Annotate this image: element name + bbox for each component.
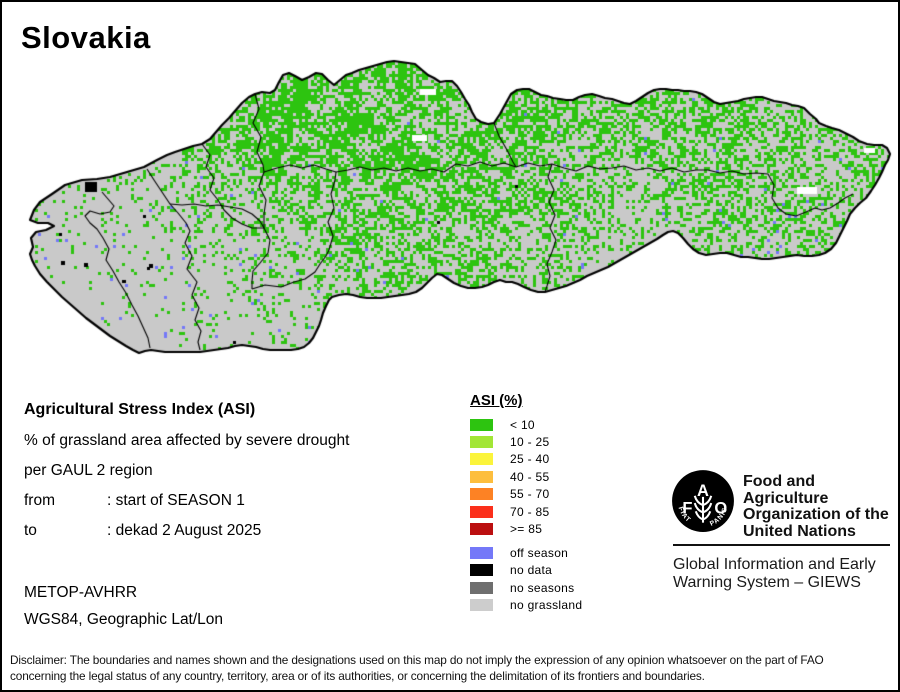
legend-item: 25 - 40 — [470, 451, 650, 468]
asi-legend: ASI (%) < 10 10 - 25 25 - 40 40 - 55 55 - 70… — [470, 392, 650, 614]
legend-item: no grassland — [470, 597, 650, 615]
legend-swatch — [470, 546, 493, 559]
legend-swatch — [470, 564, 493, 577]
legend-label: 25 - 40 — [510, 452, 550, 467]
legend-item: no seasons — [470, 579, 650, 597]
fao-org-name: Food and Agriculture Organization of the… — [743, 473, 898, 540]
legend-swatch — [470, 488, 493, 501]
legend-item: 10 - 25 — [470, 433, 650, 450]
projection-label: WGS84, Geographic Lat/Lon — [24, 611, 224, 628]
legend-swatch — [470, 470, 493, 483]
legend-label: 10 - 25 — [510, 435, 550, 450]
legend-label: 70 - 85 — [510, 504, 550, 519]
from-label: from — [24, 492, 55, 509]
fao-org-line-1: Food and Agriculture — [743, 473, 829, 507]
legend-label: off season — [510, 545, 569, 560]
legend-extra-items: off season no data no seasons no grassland — [470, 544, 650, 614]
legend-swatch — [470, 436, 493, 449]
legend-item: 70 - 85 — [470, 503, 650, 520]
asi-heading: Agricultural Stress Index (ASI) — [24, 401, 256, 418]
period-from: from : start of SEASON 1 — [24, 492, 245, 510]
fao-org-line-3: United Nations — [743, 522, 856, 540]
asi-region-line: per GAUL 2 region — [24, 462, 153, 479]
legend-label: no seasons — [510, 580, 575, 595]
legend-label: no grassland — [510, 598, 583, 613]
legend-swatch — [470, 505, 493, 518]
legend-item: 40 - 55 — [470, 468, 650, 485]
to-value: : dekad 2 August 2025 — [107, 522, 262, 539]
period-to: to : dekad 2 August 2025 — [24, 522, 261, 540]
legend-swatch — [470, 523, 493, 536]
legend-item: >= 85 — [470, 520, 650, 537]
legend-swatch — [470, 453, 493, 466]
legend-swatch — [470, 418, 493, 431]
legend-swatch — [470, 581, 493, 594]
legend-label: no data — [510, 563, 553, 578]
from-value: : start of SEASON 1 — [107, 492, 245, 509]
to-label: to — [24, 522, 37, 539]
legend-label: >= 85 — [510, 522, 543, 537]
fao-divider — [673, 544, 890, 546]
fao-logo-letter-a: A — [697, 482, 709, 500]
giews-label: Global Information and Early Warning Sys… — [673, 556, 876, 591]
legend-label: 40 - 55 — [510, 469, 550, 484]
giews-line-2: Warning System – GIEWS — [673, 573, 861, 591]
legend-item: no data — [470, 561, 650, 579]
legend-swatch — [470, 599, 493, 612]
legend-main-items: < 10 10 - 25 25 - 40 40 - 55 55 - 70 70 - 85 >… — [470, 416, 650, 538]
wheat-ear-icon — [693, 495, 713, 523]
legend-label: < 10 — [510, 417, 535, 432]
legend-item: off season — [470, 544, 650, 562]
legend-item: < 10 — [470, 416, 650, 433]
slovakia-asi-map — [2, 2, 898, 374]
fao-org-line-2: Organization of the — [743, 506, 889, 523]
fao-logo-letter-f: F — [682, 499, 692, 517]
page-title: Slovakia — [21, 20, 151, 55]
sensor-label: METOP-AVHRR — [24, 584, 138, 601]
legend-item: 55 - 70 — [470, 486, 650, 503]
giews-line-1: Global Information and Early — [673, 556, 876, 573]
disclaimer-text: Disclaimer: The boundaries and names sho… — [10, 653, 824, 683]
fao-logo: F A O FIAT PANIS — [672, 470, 734, 532]
legend-title: ASI (%) — [470, 392, 523, 409]
asi-description-line: % of grassland area affected by severe d… — [24, 432, 350, 449]
fao-logo-letter-o: O — [714, 499, 727, 517]
legend-label: 55 - 70 — [510, 487, 550, 502]
